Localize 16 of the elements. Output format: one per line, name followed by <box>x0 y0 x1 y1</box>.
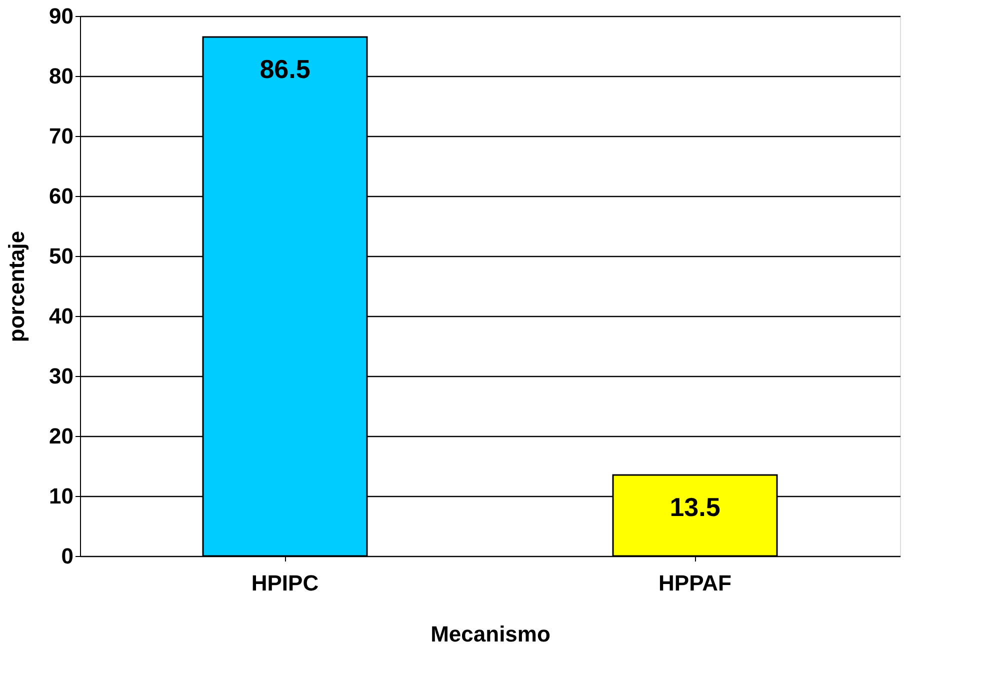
y-tick-label: 60 <box>49 184 74 208</box>
y-tick-label: 90 <box>49 4 74 28</box>
x-axis-title: Mecanismo <box>430 622 550 646</box>
data-label: 13.5 <box>670 492 720 522</box>
y-tick-label: 80 <box>49 64 74 88</box>
y-tick-label: 30 <box>49 364 74 388</box>
y-tick-label: 20 <box>49 424 74 448</box>
x-tick-label: HPIPC <box>251 570 319 596</box>
y-tick-label: 70 <box>49 124 74 148</box>
y-tick-label: 50 <box>49 244 74 268</box>
y-tick-label: 10 <box>49 484 74 508</box>
data-label: 86.5 <box>260 54 310 84</box>
y-axis-title: porcentaje <box>4 230 30 342</box>
x-tick-label: HPPAF <box>658 570 732 596</box>
y-tick-label: 40 <box>49 304 74 328</box>
y-tick-label: 0 <box>61 544 74 568</box>
